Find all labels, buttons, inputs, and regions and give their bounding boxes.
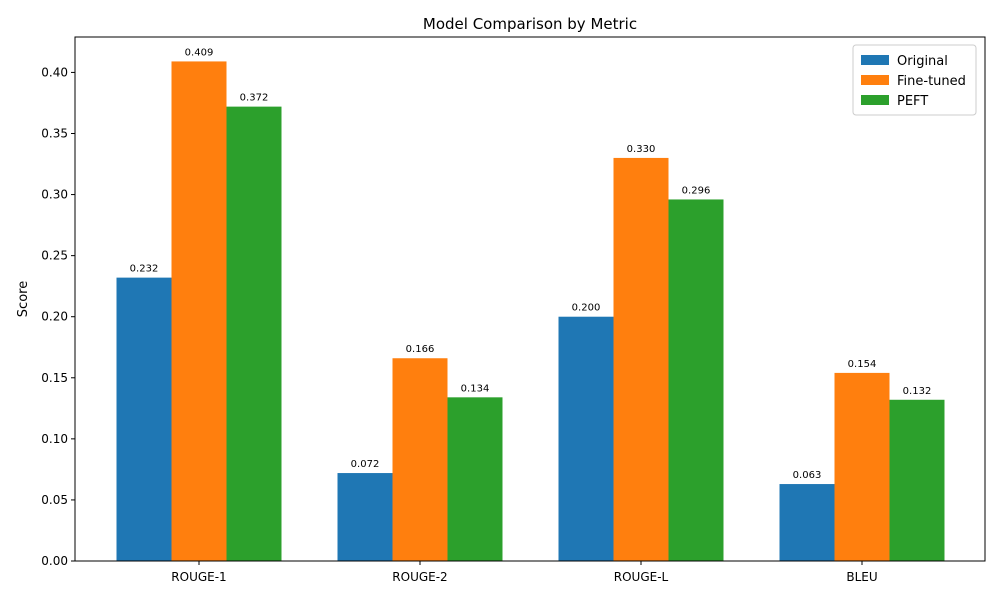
x-tick-label: ROUGE-2	[392, 570, 447, 584]
data-label: 0.330	[627, 144, 656, 155]
data-label: 0.296	[682, 185, 711, 196]
bar-original-rouge-l	[558, 316, 614, 561]
y-tick-label: 0.35	[41, 126, 68, 140]
legend: Original Fine-tuned PEFT	[852, 44, 977, 116]
y-tick-label: 0.10	[41, 432, 68, 446]
legend-label: PEFT	[897, 94, 928, 109]
y-tick-label: 0.25	[41, 249, 68, 263]
bar-peft-rouge-l	[668, 199, 724, 561]
bar-original-rouge-2	[337, 473, 393, 561]
data-labels-group: 0.232 0.409 0.372 0.072 0.166 0.134 0.200 0.330…	[130, 47, 932, 481]
bar-fine-tuned-rouge-1	[171, 61, 227, 562]
data-label: 0.200	[572, 303, 601, 314]
y-axis: 0.00 0.05 0.10 0.15 0.20 0.25 0.30 0.35 0.40	[41, 65, 75, 568]
data-label: 0.154	[848, 359, 877, 370]
data-label: 0.063	[793, 470, 822, 481]
bar-fine-tuned-rouge-2	[392, 358, 448, 561]
y-tick-label: 0.00	[41, 554, 68, 568]
y-axis-title: Score	[16, 281, 31, 317]
legend-swatch	[861, 55, 889, 65]
bar-peft-rouge-1	[226, 106, 282, 561]
bars-group	[116, 61, 945, 562]
data-label: 0.232	[130, 264, 159, 275]
data-label: 0.132	[903, 386, 932, 397]
bar-peft-rouge-2	[447, 397, 503, 561]
bar-original-bleu	[779, 484, 835, 561]
x-tick-label: BLEU	[846, 570, 877, 584]
bar-original-rouge-1	[116, 277, 172, 561]
y-tick-label: 0.20	[41, 310, 68, 324]
x-axis: ROUGE-1 ROUGE-2 ROUGE-L BLEU	[171, 561, 878, 584]
plot-frame	[74, 36, 986, 562]
legend-label: Original	[897, 54, 948, 69]
legend-swatch	[861, 95, 889, 105]
x-tick-label: ROUGE-L	[614, 570, 669, 584]
bar-fine-tuned-bleu	[834, 372, 890, 561]
chart-title: Model Comparison by Metric	[423, 15, 637, 33]
bar-peft-bleu	[889, 399, 945, 561]
y-tick-label: 0.40	[41, 65, 68, 79]
y-tick-label: 0.30	[41, 188, 68, 202]
legend-swatch	[861, 75, 889, 85]
data-label: 0.166	[406, 344, 435, 355]
data-label: 0.134	[461, 383, 490, 394]
y-tick-label: 0.15	[41, 371, 68, 385]
data-label: 0.409	[185, 47, 214, 58]
data-label: 0.072	[351, 459, 380, 470]
bar-fine-tuned-rouge-l	[613, 157, 669, 561]
data-label: 0.372	[240, 93, 269, 104]
y-tick-label: 0.05	[41, 493, 68, 507]
x-tick-label: ROUGE-1	[171, 570, 226, 584]
legend-label: Fine-tuned	[897, 74, 966, 89]
